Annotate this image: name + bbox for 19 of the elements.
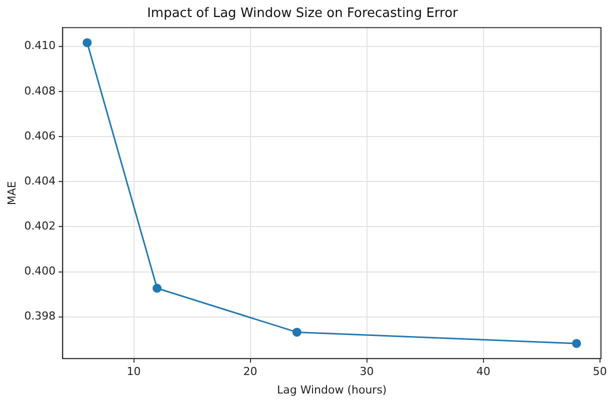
y-tick-label: 0.402: [24, 220, 56, 233]
point: [292, 328, 302, 337]
chart-title: Impact of Lag Window Size on Forecasting Error: [147, 6, 459, 22]
point: [572, 338, 582, 348]
x-tick-label: 50: [592, 365, 607, 378]
x-tick-label: 30: [360, 365, 374, 378]
y-axis-title: MAE: [5, 181, 18, 206]
x-tick-label: 10: [126, 365, 141, 378]
y-tick-label: 0.400: [24, 264, 56, 278]
y-tick-label: 0.406: [24, 129, 56, 142]
y-tick-label: 0.404: [24, 174, 56, 188]
x-tick-label: 40: [476, 365, 490, 378]
y-tick-label: 0.398: [24, 310, 56, 323]
point: [152, 284, 162, 293]
x-tick-label: 20: [243, 365, 258, 378]
x-axis-title: Lag Window (hours): [276, 383, 387, 396]
point: [82, 38, 92, 48]
y-tick-label: 0.408: [24, 84, 56, 98]
y-tick-label: 0.410: [24, 39, 56, 52]
